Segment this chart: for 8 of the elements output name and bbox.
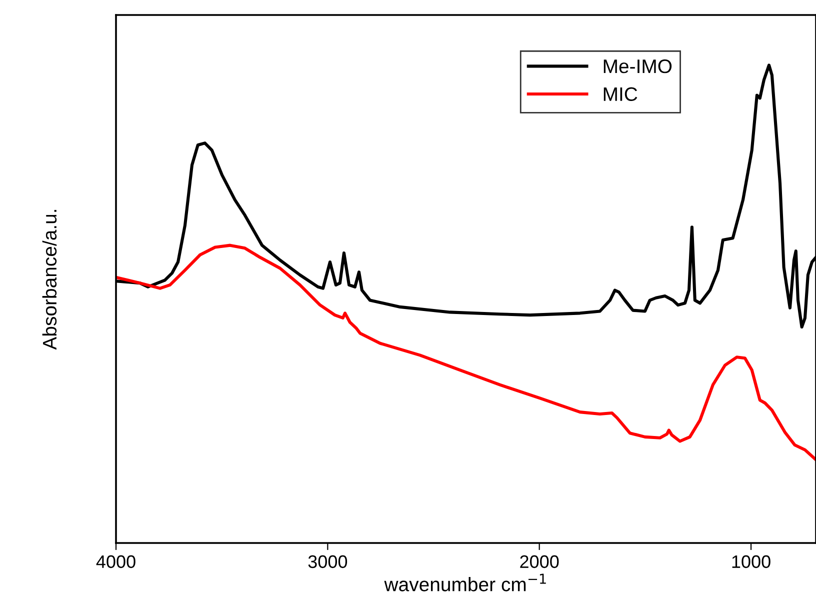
y-axis-title: Absorbance/a.u.	[42, 210, 57, 350]
x-tick-label: 3000	[308, 555, 348, 568]
x-tick-label: 1000	[732, 555, 770, 568]
x-axis-title: wavenumber cm$^{−1}$	[384, 574, 546, 592]
x-tick-label: 4000	[96, 555, 136, 568]
legend-label: Me-IMO	[604, 59, 672, 74]
x-tick-label: 2000	[520, 555, 559, 568]
legend-label: MIC	[604, 87, 638, 102]
